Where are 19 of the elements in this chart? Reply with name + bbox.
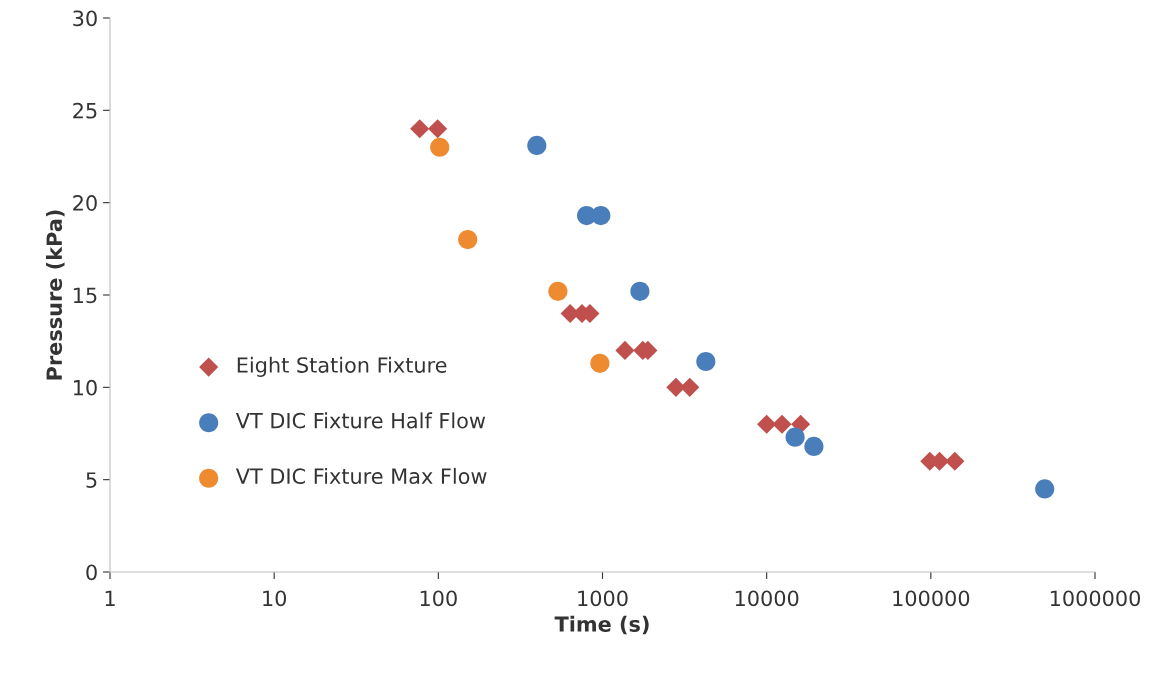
- legend-label: VT DIC Fixture Half Flow: [235, 412, 486, 429]
- x-tick-label: 100: [420, 590, 457, 607]
- y-tick-label: 10: [73, 379, 97, 396]
- x-tick-label: 10000: [735, 590, 799, 607]
- x-tick-label: 1000000: [1050, 590, 1141, 607]
- legend-label: Eight Station Fixture: [237, 356, 447, 377]
- x-tick-label: 100000: [893, 590, 970, 607]
- y-tick-label: 15: [73, 287, 97, 304]
- y-tick-label: 5: [86, 472, 97, 488]
- y-tick-label: 25: [73, 102, 97, 119]
- x-tick-label: 1: [105, 590, 115, 606]
- x-tick-label: 1000: [578, 590, 628, 607]
- x-tick-label: 10: [263, 590, 287, 607]
- x-axis-title: Time (s): [554, 615, 649, 635]
- y-tick-label: 20: [73, 195, 97, 211]
- y-axis-title: Pressure (kPa): [45, 210, 65, 380]
- y-tick-label: 30: [73, 10, 97, 27]
- legend-label: VT DIC Fixture Max Flow: [235, 467, 487, 485]
- y-tick-label: 0: [86, 564, 97, 581]
